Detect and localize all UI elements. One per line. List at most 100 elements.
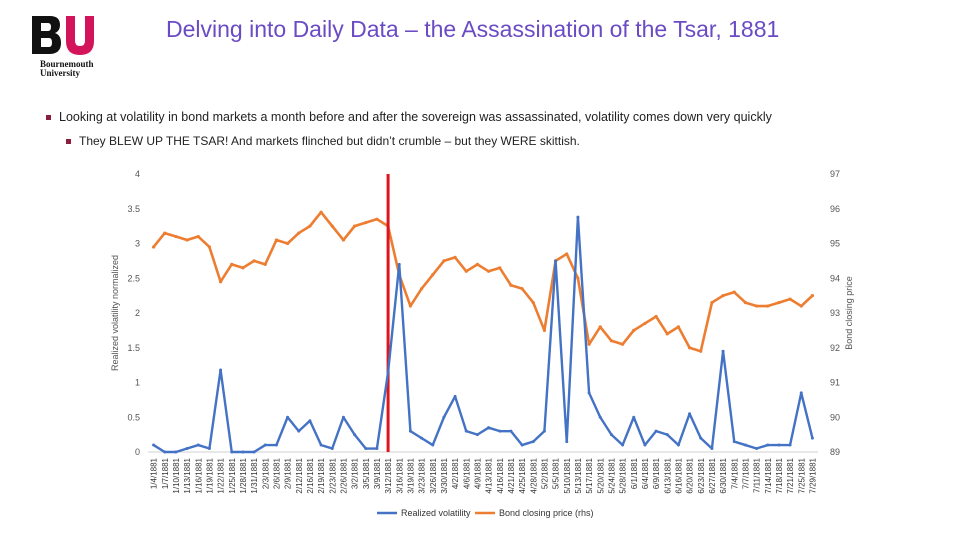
x-tick-label: 3/5/1881 [362, 457, 371, 489]
bu-logo-mark [32, 16, 94, 55]
x-tick-label: 4/28/1881 [529, 457, 538, 493]
volatility-point [196, 443, 200, 447]
bond-price-point [375, 217, 379, 221]
x-tick-label: 3/30/1881 [440, 457, 449, 493]
bullet-marker [66, 139, 71, 145]
bond-price-point [520, 287, 524, 291]
x-tick-label: 5/17/1881 [585, 457, 594, 493]
y-tick-label: 2.5 [127, 273, 140, 283]
volatility-point [676, 443, 680, 447]
y-tick-label: 3.5 [127, 204, 140, 214]
bond-price-point [710, 300, 714, 305]
volatility-point [241, 450, 245, 454]
y2-tick-label: 90 [830, 412, 840, 422]
volatility-point [743, 443, 747, 447]
volatility-point [576, 215, 580, 219]
volatility-point [230, 450, 234, 454]
bu-logo: Bournemouth University [28, 14, 138, 84]
x-tick-label: 7/29/1881 [808, 457, 817, 493]
x-tick-label: 7/11/1881 [753, 457, 762, 493]
volatility-point [777, 443, 781, 447]
bond-price-point [632, 328, 636, 332]
x-tick-label: 4/21/1881 [507, 457, 516, 493]
x-tick-label: 6/23/1881 [697, 457, 706, 493]
volatility-point [252, 450, 256, 454]
volatility-line [152, 215, 814, 454]
bond-price-point [777, 300, 781, 305]
bond-price-point [185, 238, 189, 242]
volatility-point [654, 429, 658, 433]
bond-price-point [576, 276, 580, 280]
x-tick-label: 2/3/1881 [261, 457, 270, 489]
bond-price-point [665, 332, 669, 336]
volatility-point [420, 436, 424, 440]
bond-price-point [230, 262, 234, 266]
volatility-point [442, 415, 446, 419]
x-tick-label: 4/25/1881 [518, 457, 527, 493]
volatility-point [788, 443, 792, 447]
x-tick-label: 7/18/1881 [775, 457, 784, 493]
bond-price-point [419, 287, 424, 291]
bond-price-point [442, 259, 446, 263]
legend-bond-label: Bond closing price (rhs) [499, 508, 594, 518]
volatility-point [297, 429, 301, 433]
volatility-point [609, 433, 613, 437]
bond-price-point [810, 294, 815, 298]
bond-price-point [151, 245, 156, 249]
x-tick-label: 7/7/1881 [741, 457, 750, 489]
x-tick-label: 3/12/1881 [384, 457, 393, 493]
bond-price-point [330, 224, 334, 228]
y2-tick-label: 94 [830, 273, 840, 283]
x-tick-label: 6/16/1881 [674, 457, 683, 493]
x-tick-label: 3/23/1881 [418, 457, 427, 493]
bond-price-point [464, 269, 468, 273]
volatility-point [509, 429, 513, 433]
volatility-point [274, 443, 278, 447]
volatility-point [498, 429, 502, 433]
bond-price-point [699, 349, 703, 353]
bond-price-point [297, 231, 301, 235]
bond-price-point [676, 325, 681, 329]
x-tick-label: 5/13/1881 [574, 457, 583, 493]
x-tick-label: 2/9/1881 [284, 457, 293, 489]
x-tick-label: 6/20/1881 [686, 457, 695, 493]
bond-price-point [285, 241, 290, 246]
volatility-point [375, 447, 379, 451]
volatility-point [185, 447, 189, 451]
volatility-point [263, 443, 267, 447]
volatility-point [163, 450, 167, 454]
volatility-point [408, 429, 412, 433]
bond-price-point [542, 328, 547, 332]
volatility-point [397, 262, 401, 266]
x-tick-label: 7/25/1881 [797, 457, 806, 493]
x-tick-label: 2/26/1881 [339, 457, 348, 493]
bond-price-point [263, 262, 267, 266]
bond-price-point [654, 314, 658, 319]
volatility-point [319, 443, 323, 447]
x-tick-label: 5/24/1881 [607, 457, 616, 493]
x-tick-label: 1/16/1881 [194, 457, 203, 493]
y2-tick-label: 97 [830, 169, 840, 179]
bond-price-point [308, 224, 312, 228]
x-tick-label: 1/13/1881 [183, 457, 192, 493]
bond-price-point [509, 283, 513, 287]
volatility-point [598, 415, 602, 419]
bond-price-point [408, 304, 413, 308]
x-tick-label: 7/14/1881 [764, 457, 773, 493]
bond-price-point [319, 210, 323, 214]
volatility-point [710, 447, 714, 451]
bullet-marker [46, 115, 51, 121]
x-tick-label: 2/19/1881 [317, 457, 326, 493]
bond-price-point [486, 269, 491, 273]
bond-price-point [643, 321, 647, 326]
volatility-point [732, 440, 736, 444]
volatility-point [621, 443, 625, 447]
bond-price-point [598, 325, 602, 329]
volatility-point [799, 391, 803, 395]
volatility-point [286, 415, 290, 419]
x-tick-label: 6/9/1881 [652, 457, 661, 489]
x-tick-label: 2/16/1881 [306, 457, 315, 493]
x-tick-label: 3/19/1881 [406, 457, 415, 493]
y-tick-label: 4 [135, 169, 140, 179]
bond-price-point [565, 252, 569, 256]
